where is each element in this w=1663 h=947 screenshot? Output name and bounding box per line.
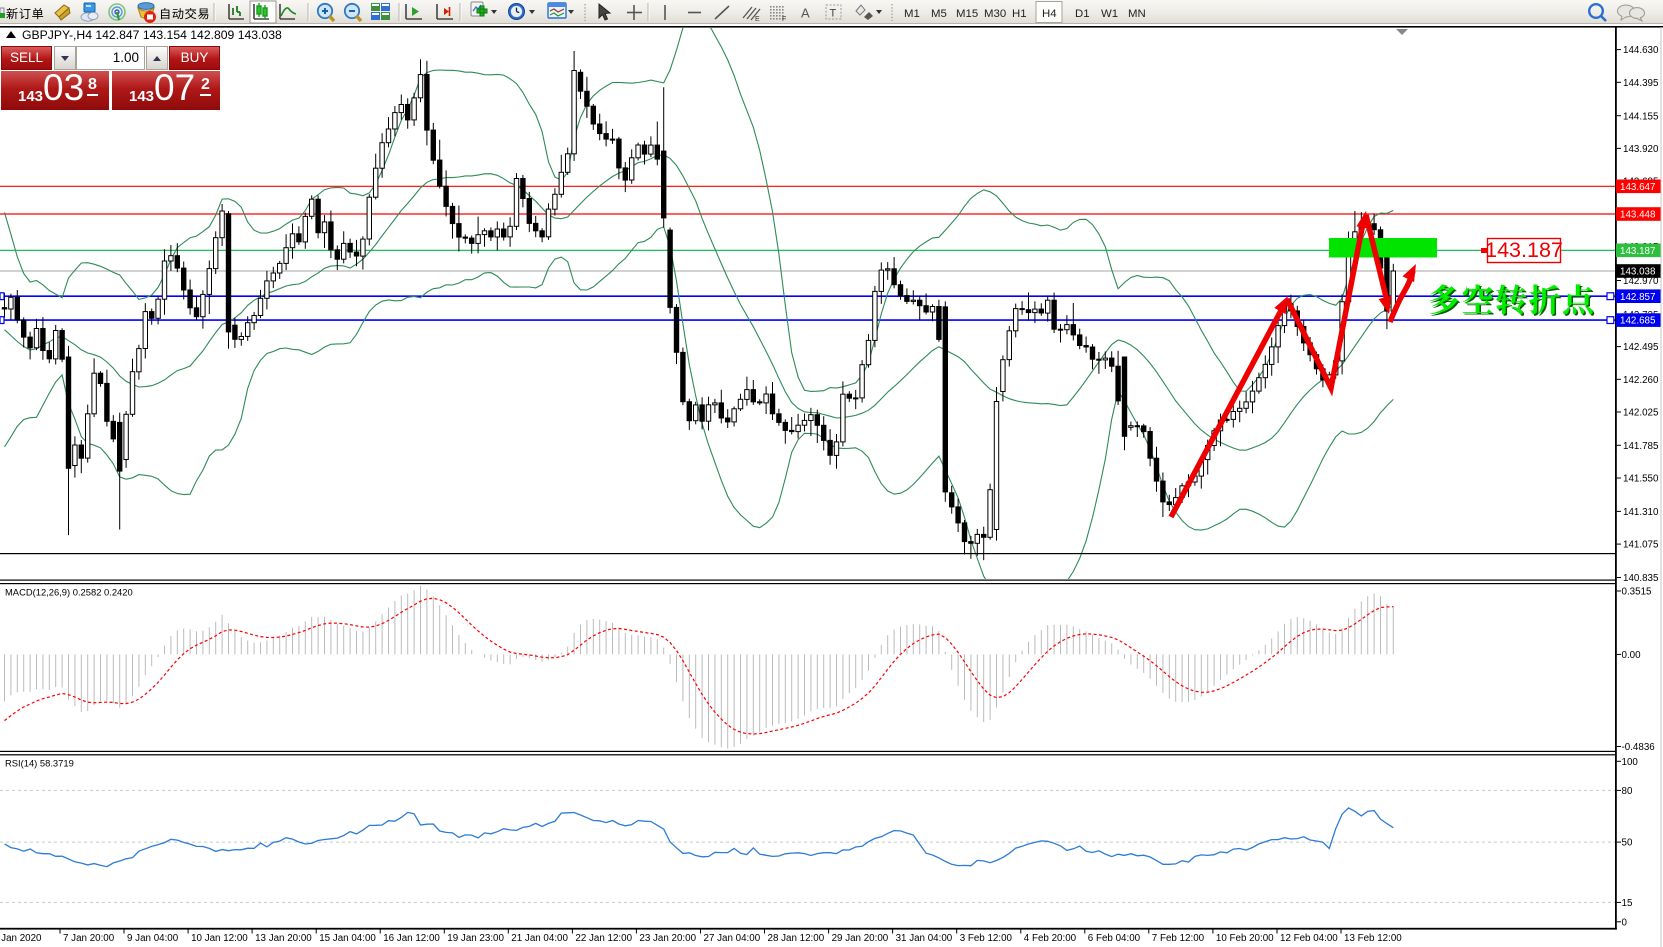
svg-text:15: 15	[1622, 898, 1633, 909]
svg-text:142.970: 142.970	[1623, 276, 1659, 287]
svg-text:M15: M15	[956, 8, 978, 20]
svg-text:12 Feb 04:00: 12 Feb 04:00	[1280, 933, 1338, 944]
svg-text:7 Feb 12:00: 7 Feb 12:00	[1152, 933, 1205, 944]
svg-text:19 Jan 23:00: 19 Jan 23:00	[447, 933, 504, 944]
svg-text:144.155: 144.155	[1623, 111, 1659, 122]
svg-text:13 Jan 20:00: 13 Jan 20:00	[255, 933, 312, 944]
svg-text:M30: M30	[984, 8, 1006, 20]
svg-text:6 Jan 2020: 6 Jan 2020	[0, 933, 42, 944]
svg-text:F: F	[782, 16, 786, 23]
svg-text:H4: H4	[1042, 8, 1057, 20]
svg-text:22 Jan 12:00: 22 Jan 12:00	[575, 933, 632, 944]
svg-text:3 Feb 12:00: 3 Feb 12:00	[960, 933, 1013, 944]
svg-text:16 Jan 12:00: 16 Jan 12:00	[383, 933, 440, 944]
svg-text:141.785: 141.785	[1623, 441, 1659, 452]
svg-text:W1: W1	[1101, 8, 1118, 20]
svg-text:29 Jan 20:00: 29 Jan 20:00	[832, 933, 889, 944]
svg-text:142.025: 142.025	[1623, 408, 1659, 419]
svg-text:6 Feb 04:00: 6 Feb 04:00	[1088, 933, 1141, 944]
svg-text:143.448: 143.448	[1620, 210, 1656, 221]
svg-text:13 Feb 12:00: 13 Feb 12:00	[1344, 933, 1402, 944]
svg-text:23 Jan 20:00: 23 Jan 20:00	[639, 933, 696, 944]
svg-text:10 Jan 12:00: 10 Jan 12:00	[191, 933, 248, 944]
svg-text:M1: M1	[904, 8, 920, 20]
svg-text:9 Jan 04:00: 9 Jan 04:00	[127, 933, 179, 944]
svg-text:27 Jan 04:00: 27 Jan 04:00	[704, 933, 761, 944]
svg-text:143.187: 143.187	[1485, 238, 1563, 262]
svg-text:D1: D1	[1075, 8, 1090, 20]
svg-text:10 Feb 20:00: 10 Feb 20:00	[1216, 933, 1274, 944]
svg-text:141.310: 141.310	[1623, 507, 1659, 518]
svg-text:4 Feb 20:00: 4 Feb 20:00	[1024, 933, 1077, 944]
svg-text:144.630: 144.630	[1623, 45, 1659, 56]
svg-text:80: 80	[1622, 786, 1633, 797]
svg-text:15 Jan 04:00: 15 Jan 04:00	[319, 933, 376, 944]
svg-text:RSI(14) 58.3719: RSI(14) 58.3719	[5, 758, 74, 769]
svg-text:140.835: 140.835	[1623, 573, 1659, 584]
svg-text:M5: M5	[931, 8, 947, 20]
svg-text:141.550: 141.550	[1623, 474, 1659, 485]
svg-text:143.038: 143.038	[1620, 267, 1656, 278]
svg-text:100: 100	[1622, 757, 1639, 768]
svg-text:MACD(12,26,9) 0.2582 0.2420: MACD(12,26,9) 0.2582 0.2420	[5, 587, 133, 598]
svg-text:143.647: 143.647	[1620, 182, 1655, 193]
svg-text:142.857: 142.857	[1620, 292, 1655, 303]
svg-text:142.260: 142.260	[1623, 375, 1659, 386]
svg-text:-0.4836: -0.4836	[1622, 742, 1656, 753]
svg-text:MN: MN	[1128, 8, 1146, 20]
svg-text:0: 0	[1622, 917, 1628, 928]
svg-text:A: A	[801, 6, 810, 21]
svg-text:E: E	[755, 16, 760, 23]
svg-text:143.187: 143.187	[1620, 246, 1655, 257]
svg-text:H1: H1	[1012, 8, 1027, 20]
svg-text:144.395: 144.395	[1623, 78, 1659, 89]
svg-text:7 Jan 20:00: 7 Jan 20:00	[63, 933, 115, 944]
svg-text:0.00: 0.00	[1622, 650, 1642, 661]
svg-text:GBPJPY-,H4 142.847 143.154 14: GBPJPY-,H4 142.847 143.154 142.809 143.0…	[22, 28, 282, 42]
svg-text:142.685: 142.685	[1620, 316, 1656, 327]
svg-text:141.075: 141.075	[1623, 540, 1659, 551]
svg-text:0.3515: 0.3515	[1622, 587, 1653, 598]
svg-text:21 Jan 04:00: 21 Jan 04:00	[511, 933, 568, 944]
svg-text:50: 50	[1622, 838, 1633, 849]
svg-text:T: T	[830, 8, 837, 20]
svg-text:143.920: 143.920	[1623, 144, 1659, 155]
svg-text:28 Jan 12:00: 28 Jan 12:00	[768, 933, 825, 944]
svg-text:142.495: 142.495	[1623, 342, 1659, 353]
svg-text:31 Jan 04:00: 31 Jan 04:00	[896, 933, 953, 944]
